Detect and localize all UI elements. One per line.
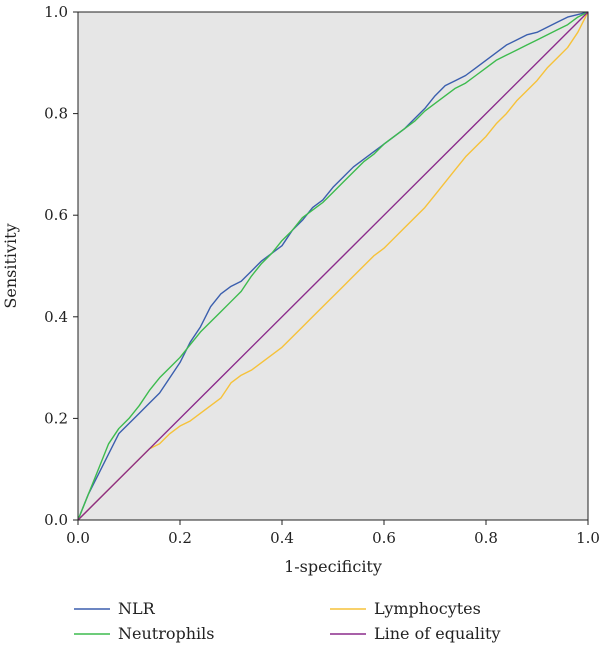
series-line-2 [77,11,589,521]
series-line-3 [77,11,589,521]
x-tick-label: 0.6 [372,529,396,547]
y-tick-label: 0.2 [44,409,68,427]
y-axis-title: Sensitivity [1,223,20,308]
x-axis-title: 1-specificity [284,557,382,576]
x-tick-label: 0.4 [270,529,294,547]
legend-label-2: Lymphocytes [374,599,481,618]
y-axis-ticks: 0.0 0.2 0.4 0.6 0.8 1.0 [44,3,78,529]
series-line-1 [77,11,589,521]
legend: NLR Neutrophils Lymphocytes Line of equalit… [74,599,501,643]
y-tick-label: 1.0 [44,3,68,21]
y-tick-label: 0.8 [44,105,68,123]
x-tick-label: 1.0 [576,529,600,547]
legend-label-0: NLR [118,599,156,618]
plot-frame [77,11,589,521]
y-tick-label: 0.4 [44,308,68,326]
y-tick-label: 0.6 [44,206,68,224]
legend-label-1: Neutrophils [118,624,214,643]
x-axis-ticks: 0.0 0.2 0.4 0.6 0.8 1.0 [66,520,600,547]
legend-label-3: Line of equality [374,624,501,643]
series-line-0 [77,11,589,521]
y-tick-label: 0.0 [44,511,68,529]
x-tick-label: 0.2 [168,529,192,547]
x-tick-label: 0.8 [474,529,498,547]
x-tick-label: 0.0 [66,529,90,547]
series-layer [77,11,589,521]
